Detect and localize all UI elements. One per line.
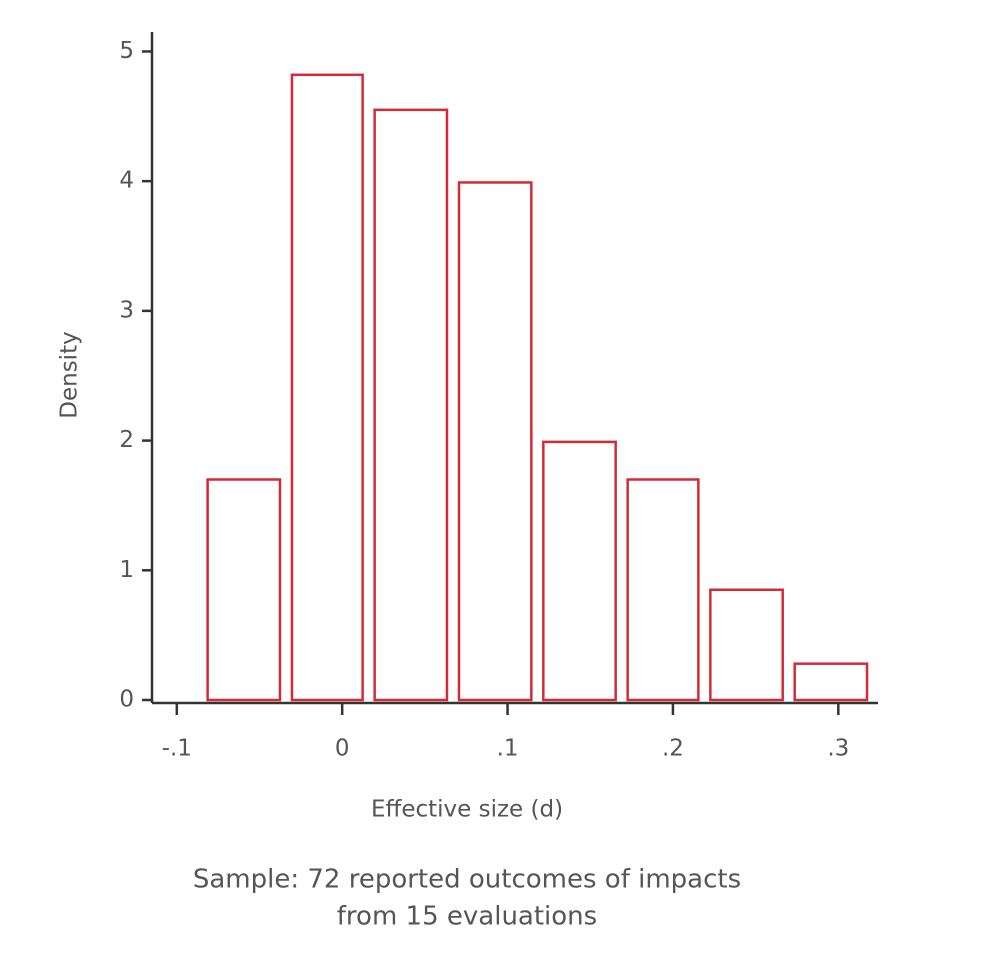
bar [542, 440, 617, 702]
bar [457, 181, 533, 702]
x-tick-label: 0 [335, 736, 350, 762]
x-tick-label: -.1 [162, 736, 192, 762]
x-tick-label: .3 [827, 736, 849, 762]
x-axis-label: Effective size (d) [371, 797, 563, 823]
bar [793, 662, 869, 702]
y-tick-label: 2 [119, 427, 134, 453]
bar [709, 588, 784, 702]
y-tick-label: 1 [119, 557, 134, 583]
y-axis-label: Density [57, 331, 83, 418]
y-tick-label: 3 [119, 297, 134, 323]
y-tick-label: 5 [119, 38, 134, 64]
x-tick-label: .2 [662, 736, 684, 762]
caption: from 15 evaluations [337, 902, 597, 932]
caption: Sample: 72 reported outcomes of impacts [193, 865, 741, 895]
x-tick-label: .1 [497, 736, 519, 762]
bar [626, 478, 700, 702]
bar [373, 108, 449, 702]
y-tick-label: 4 [119, 168, 134, 194]
y-tick-label: 0 [119, 687, 134, 713]
bar [290, 73, 364, 702]
bar [206, 478, 282, 702]
